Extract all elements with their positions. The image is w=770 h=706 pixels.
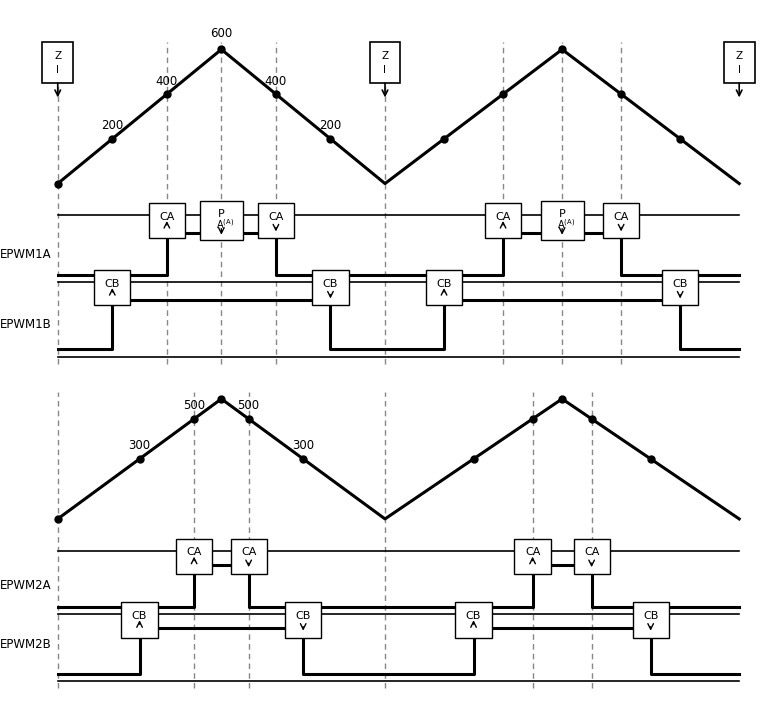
Text: 200: 200 <box>320 119 342 133</box>
FancyBboxPatch shape <box>662 270 698 306</box>
FancyBboxPatch shape <box>42 42 73 83</box>
Text: CA: CA <box>495 212 511 222</box>
FancyBboxPatch shape <box>456 602 492 638</box>
Text: P: P <box>218 208 225 219</box>
Text: CB: CB <box>132 611 147 621</box>
FancyBboxPatch shape <box>603 203 639 239</box>
Text: CA: CA <box>159 212 175 222</box>
Text: I: I <box>738 65 741 76</box>
Text: CB: CB <box>643 611 658 621</box>
Text: CA: CA <box>186 547 202 557</box>
Text: EPWM2A: EPWM2A <box>0 580 52 592</box>
Text: I: I <box>383 65 387 76</box>
Text: CA: CA <box>525 547 541 557</box>
Text: CB: CB <box>672 279 688 289</box>
FancyBboxPatch shape <box>285 602 321 638</box>
Text: A$^{\mathsf{(A)}}$: A$^{\mathsf{(A)}}$ <box>216 217 234 231</box>
Text: CB: CB <box>105 279 120 289</box>
FancyBboxPatch shape <box>149 203 185 239</box>
FancyBboxPatch shape <box>176 539 213 574</box>
Text: CA: CA <box>584 547 599 557</box>
Text: 200: 200 <box>101 119 123 133</box>
FancyBboxPatch shape <box>514 539 551 574</box>
Text: CA: CA <box>614 212 629 222</box>
Text: EPWM1B: EPWM1B <box>0 318 52 331</box>
FancyBboxPatch shape <box>485 203 521 239</box>
Text: P: P <box>559 208 565 219</box>
FancyBboxPatch shape <box>94 270 130 306</box>
FancyBboxPatch shape <box>574 539 610 574</box>
Text: Z: Z <box>54 51 62 61</box>
Text: 500: 500 <box>183 400 205 412</box>
Text: CB: CB <box>296 611 311 621</box>
Text: Z: Z <box>381 51 389 61</box>
Text: CA: CA <box>241 547 256 557</box>
Text: Z: Z <box>735 51 743 61</box>
Text: EPWM2B: EPWM2B <box>0 638 52 651</box>
FancyBboxPatch shape <box>724 42 755 83</box>
Text: 400: 400 <box>265 75 287 88</box>
FancyBboxPatch shape <box>230 539 266 574</box>
Text: CB: CB <box>323 279 338 289</box>
Text: 500: 500 <box>238 400 259 412</box>
FancyBboxPatch shape <box>258 203 294 239</box>
Text: EPWM1A: EPWM1A <box>0 248 52 261</box>
Text: A$^{\mathsf{(A)}}$: A$^{\mathsf{(A)}}$ <box>557 217 575 231</box>
FancyBboxPatch shape <box>199 201 243 240</box>
FancyBboxPatch shape <box>370 42 400 83</box>
FancyBboxPatch shape <box>426 270 462 306</box>
FancyBboxPatch shape <box>632 602 668 638</box>
Text: 600: 600 <box>210 28 233 40</box>
Text: CB: CB <box>437 279 452 289</box>
Text: I: I <box>56 65 59 76</box>
Text: 300: 300 <box>129 439 151 453</box>
Text: CB: CB <box>466 611 481 621</box>
Text: 400: 400 <box>156 75 178 88</box>
FancyBboxPatch shape <box>313 270 349 306</box>
FancyBboxPatch shape <box>122 602 158 638</box>
FancyBboxPatch shape <box>541 201 584 240</box>
Text: 300: 300 <box>292 439 314 453</box>
Text: CA: CA <box>268 212 283 222</box>
